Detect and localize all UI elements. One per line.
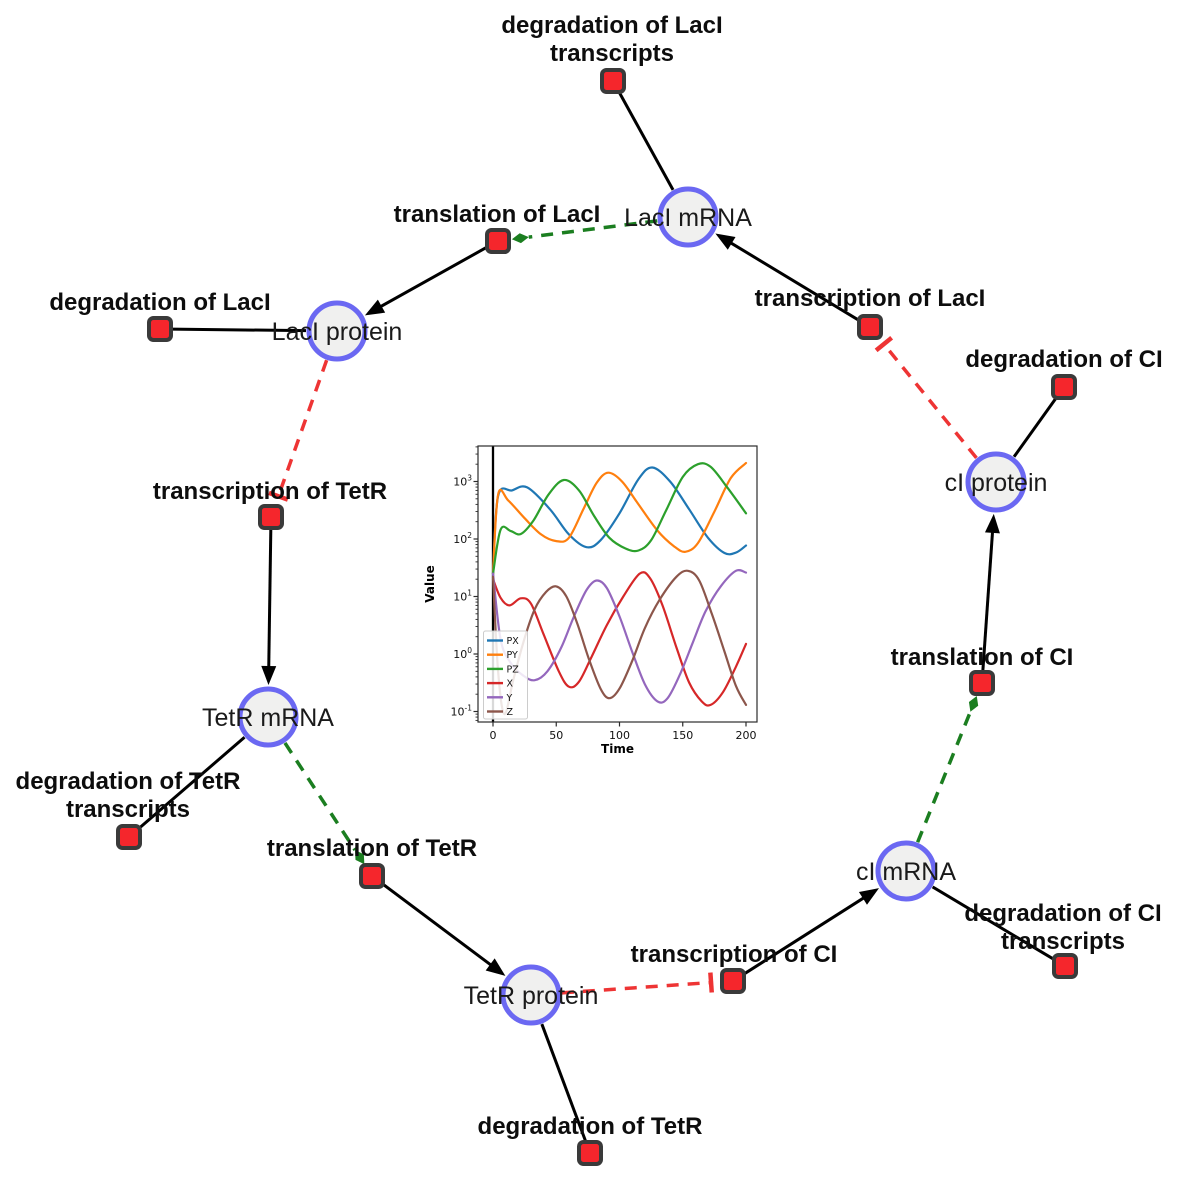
reaction-label-deg_ci_tx-line0: degradation of CI (964, 900, 1161, 927)
inhibition-tbar-icon (874, 336, 894, 353)
reaction-node-txn_ci (720, 968, 746, 994)
arrowhead-icon (715, 233, 736, 250)
reaction-label-deg_tetr_tx-line1: transcripts (66, 796, 190, 823)
edge-ci_mrna-deg_ci_tx-consumption (931, 885, 1056, 962)
reaction-label-transl_laci-line0: translation of LacI (394, 201, 601, 228)
chart-x-tick-200: 200 (736, 729, 757, 742)
edge-txn_ci-ci_mrna-production (742, 888, 879, 976)
edge-txn_laci-laci_mrna-production (715, 233, 861, 323)
modifier-diamond-icon (968, 695, 979, 712)
edge-ci_prot-deg_ci-consumption (1012, 395, 1059, 458)
reaction-label-deg_laci-line0: degradation of LacI (49, 289, 270, 316)
node-layer (116, 68, 1078, 1166)
reaction-label-deg_laci_tx-line0: degradation of LacI (501, 12, 722, 39)
reaction-label-deg_tetr-line0: degradation of TetR (478, 1113, 703, 1140)
edge-ci_mrna-transl_ci-modifier (915, 695, 979, 843)
reaction-label-transl_ci-line0: translation of CI (891, 644, 1074, 671)
chart-x-tick-50: 50 (549, 729, 563, 742)
edge-transl_tetr-tetr_prot-production (380, 881, 506, 976)
edge-txn_tetr-tetr_mrna-production (261, 528, 277, 686)
reaction-node-transl_tetr (359, 863, 385, 889)
edge-laci_prot-txn_tetr-inhibition (268, 359, 329, 502)
reaction-label-deg_ci-line0: degradation of CI (965, 346, 1162, 373)
reaction-label-transl_tetr-line0: translation of TetR (267, 835, 477, 862)
species-label-ci_prot: cI protein (945, 469, 1048, 497)
arrowhead-icon (364, 299, 386, 316)
edge-tetr_prot-txn_ci-inhibition (561, 972, 714, 995)
edge-tetr_mrna-transl_tetr-modifier (283, 741, 365, 865)
legend-entry-Y: Y (506, 693, 513, 704)
reaction-node-deg_ci (1051, 374, 1077, 400)
reaction-node-deg_tetr_tx (116, 824, 142, 850)
legend-entry-PY: PY (507, 650, 519, 661)
reaction-node-deg_laci (147, 316, 173, 342)
legend-entry-PX: PX (507, 636, 520, 647)
reaction-node-deg_tetr (577, 1140, 603, 1166)
edge-ci_prot-txn_laci-inhibition (874, 336, 978, 460)
edge-tetr_prot-deg_tetr-consumption (540, 1023, 588, 1143)
reaction-node-txn_laci (857, 314, 883, 340)
species-node-laci_prot (306, 300, 368, 362)
reaction-node-deg_laci_tx (600, 68, 626, 94)
edge-laci_prot-deg_laci-consumption (171, 327, 307, 333)
arrowhead-icon (984, 513, 1000, 534)
reaction-label-deg_laci_tx-line1: transcripts (550, 40, 674, 67)
species-label-ci_mrna: cI mRNA (856, 858, 956, 886)
species-label-tetr_prot: TetR protein (464, 982, 599, 1010)
chart-spines (477, 445, 758, 723)
chart-series-PZ (491, 462, 748, 575)
chart-x-tick-100: 100 (609, 729, 630, 742)
legend-entry-X: X (507, 679, 514, 690)
species-node-tetr_prot (500, 964, 562, 1026)
reaction-node-txn_tetr (258, 504, 284, 530)
modifier-diamond-icon (511, 233, 529, 244)
species-label-laci_mrna: LacI mRNA (624, 204, 752, 232)
chart-x-tick-0: 0 (490, 729, 497, 742)
species-label-tetr_mrna: TetR mRNA (202, 704, 334, 732)
legend-entry-PZ: PZ (507, 664, 520, 675)
reaction-label-txn_laci-line0: transcription of LacI (755, 285, 986, 312)
reaction-node-transl_laci (485, 228, 511, 254)
reaction-node-transl_ci (969, 670, 995, 696)
chart-legend: PX PY PZ XYZ (483, 630, 528, 720)
chart-y-tick-1e2: 102 (453, 531, 472, 546)
reaction-label-txn_ci-line0: transcription of CI (631, 941, 838, 968)
chart-series-PY (491, 461, 748, 575)
species-node-ci_mrna (875, 840, 937, 902)
chart-y-tick-1e0: 100 (453, 646, 472, 661)
inhibition-tbar-icon (708, 972, 714, 993)
chart-y-tick-1e-1: 10-1 (451, 704, 473, 719)
legend-entry-Z: Z (507, 707, 514, 718)
inset-chart: 0 50 100 150 200 10-1 100 101 102 103 PX PY PZ XYZ (451, 445, 758, 742)
chart-series-PX (491, 466, 748, 575)
species-node-tetr_mrna (237, 686, 299, 748)
chart-y-tick-1e3: 103 (453, 474, 472, 489)
reaction-label-txn_tetr-line0: transcription of TetR (153, 478, 387, 505)
reaction-node-deg_ci_tx (1052, 953, 1078, 979)
chart-series-X (491, 571, 748, 707)
species-node-laci_mrna (657, 186, 719, 248)
edge-tetr_mrna-deg_tetr_tx-consumption (137, 736, 246, 831)
species-node-ci_prot (965, 451, 1027, 513)
edge-laci_mrna-transl_laci-modifier (511, 219, 658, 244)
label-layer: LacI mRNA LacI protein cI protein cI mRNA Te… (16, 12, 1163, 1140)
arrowhead-icon (261, 665, 277, 686)
species-label-laci_prot: LacI protein (272, 318, 403, 346)
chart-xaxis-label: Time (601, 742, 634, 756)
inhibition-tbar-icon (268, 490, 289, 502)
reaction-label-deg_ci_tx-line1: transcripts (1001, 928, 1125, 955)
modifier-diamond-icon (355, 850, 365, 865)
reaction-label-deg_tetr_tx-line0: degradation of TetR (16, 768, 241, 795)
edge-transl_laci-laci_prot-production (364, 245, 489, 316)
arrowhead-icon (485, 958, 506, 976)
edge-transl_ci-ci_prot-production (981, 513, 1000, 672)
arrowhead-icon (858, 888, 879, 905)
chart-yaxis-label: Value (423, 565, 437, 603)
chart-x-tick-150: 150 (672, 729, 693, 742)
edge-layer (137, 90, 1059, 1143)
chart-y-tick-1e1: 101 (453, 589, 472, 604)
edge-laci_mrna-deg_laci_tx-consumption (617, 90, 675, 191)
